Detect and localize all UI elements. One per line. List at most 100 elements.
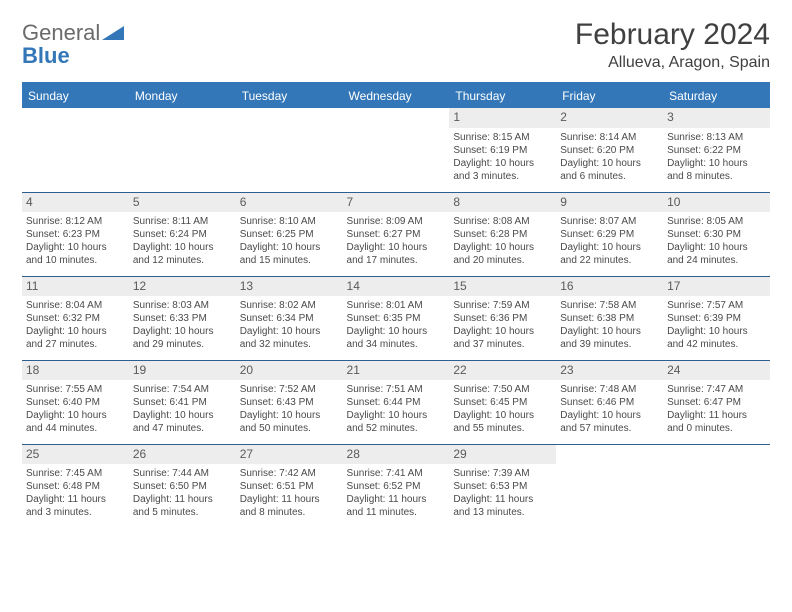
- sunset-text: Sunset: 6:44 PM: [347, 396, 446, 409]
- calendar-cell: 17Sunrise: 7:57 AMSunset: 6:39 PMDayligh…: [663, 276, 770, 360]
- sunset-text: Sunset: 6:43 PM: [240, 396, 339, 409]
- sunset-text: Sunset: 6:36 PM: [453, 312, 552, 325]
- day-number: 3: [663, 108, 770, 128]
- sunrise-text: Sunrise: 8:08 AM: [453, 215, 552, 228]
- calendar-row: 1Sunrise: 8:15 AMSunset: 6:19 PMDaylight…: [22, 108, 770, 192]
- day-header: Wednesday: [343, 83, 450, 108]
- daylight-text: Daylight: 10 hours and 50 minutes.: [240, 409, 339, 435]
- daylight-text: Daylight: 11 hours and 0 minutes.: [667, 409, 766, 435]
- calendar-cell: [343, 108, 450, 192]
- sunset-text: Sunset: 6:48 PM: [26, 480, 125, 493]
- calendar-table: Sunday Monday Tuesday Wednesday Thursday…: [22, 82, 770, 528]
- logo-text-general: General: [22, 20, 100, 45]
- sunrise-text: Sunrise: 7:39 AM: [453, 467, 552, 480]
- calendar-row: 25Sunrise: 7:45 AMSunset: 6:48 PMDayligh…: [22, 444, 770, 528]
- day-number: 26: [129, 445, 236, 465]
- calendar-cell: 12Sunrise: 8:03 AMSunset: 6:33 PMDayligh…: [129, 276, 236, 360]
- daylight-text: Daylight: 10 hours and 22 minutes.: [560, 241, 659, 267]
- daylight-text: Daylight: 10 hours and 55 minutes.: [453, 409, 552, 435]
- daylight-text: Daylight: 11 hours and 8 minutes.: [240, 493, 339, 519]
- calendar-cell: 26Sunrise: 7:44 AMSunset: 6:50 PMDayligh…: [129, 444, 236, 528]
- day-header: Monday: [129, 83, 236, 108]
- day-header: Tuesday: [236, 83, 343, 108]
- sunrise-text: Sunrise: 8:03 AM: [133, 299, 232, 312]
- day-header: Friday: [556, 83, 663, 108]
- calendar-cell: 10Sunrise: 8:05 AMSunset: 6:30 PMDayligh…: [663, 192, 770, 276]
- calendar-row: 4Sunrise: 8:12 AMSunset: 6:23 PMDaylight…: [22, 192, 770, 276]
- daylight-text: Daylight: 10 hours and 32 minutes.: [240, 325, 339, 351]
- sunset-text: Sunset: 6:35 PM: [347, 312, 446, 325]
- day-number: 22: [449, 361, 556, 381]
- daylight-text: Daylight: 10 hours and 42 minutes.: [667, 325, 766, 351]
- sunrise-text: Sunrise: 8:10 AM: [240, 215, 339, 228]
- day-number: 23: [556, 361, 663, 381]
- sunrise-text: Sunrise: 7:44 AM: [133, 467, 232, 480]
- sunset-text: Sunset: 6:39 PM: [667, 312, 766, 325]
- sunrise-text: Sunrise: 8:13 AM: [667, 131, 766, 144]
- sunset-text: Sunset: 6:46 PM: [560, 396, 659, 409]
- sunset-text: Sunset: 6:52 PM: [347, 480, 446, 493]
- sunset-text: Sunset: 6:20 PM: [560, 144, 659, 157]
- day-number: 10: [663, 193, 770, 213]
- sunset-text: Sunset: 6:40 PM: [26, 396, 125, 409]
- calendar-cell: 9Sunrise: 8:07 AMSunset: 6:29 PMDaylight…: [556, 192, 663, 276]
- sunset-text: Sunset: 6:47 PM: [667, 396, 766, 409]
- logo-text-blue: Blue: [22, 43, 70, 68]
- calendar-cell: 15Sunrise: 7:59 AMSunset: 6:36 PMDayligh…: [449, 276, 556, 360]
- calendar-row: 18Sunrise: 7:55 AMSunset: 6:40 PMDayligh…: [22, 360, 770, 444]
- day-number: 7: [343, 193, 450, 213]
- sunset-text: Sunset: 6:38 PM: [560, 312, 659, 325]
- logo: General Blue: [22, 22, 124, 68]
- day-header-row: Sunday Monday Tuesday Wednesday Thursday…: [22, 83, 770, 108]
- daylight-text: Daylight: 11 hours and 13 minutes.: [453, 493, 552, 519]
- month-title: February 2024: [575, 18, 770, 52]
- calendar-cell: 3 Sunrise: 8:13 AMSunset: 6:22 PMDaylight…: [663, 108, 770, 192]
- daylight-text: Daylight: 10 hours and 24 minutes.: [667, 241, 766, 267]
- daylight-text: Daylight: 10 hours and 29 minutes.: [133, 325, 232, 351]
- calendar-row: 11Sunrise: 8:04 AMSunset: 6:32 PMDayligh…: [22, 276, 770, 360]
- calendar-cell: 13Sunrise: 8:02 AMSunset: 6:34 PMDayligh…: [236, 276, 343, 360]
- sunrise-text: Sunrise: 7:48 AM: [560, 383, 659, 396]
- day-number: 2: [556, 108, 663, 128]
- sunrise-text: Sunrise: 8:01 AM: [347, 299, 446, 312]
- daylight-text: Daylight: 10 hours and 52 minutes.: [347, 409, 446, 435]
- day-number: 21: [343, 361, 450, 381]
- calendar-cell: 21Sunrise: 7:51 AMSunset: 6:44 PMDayligh…: [343, 360, 450, 444]
- sunset-text: Sunset: 6:33 PM: [133, 312, 232, 325]
- calendar-cell: 18Sunrise: 7:55 AMSunset: 6:40 PMDayligh…: [22, 360, 129, 444]
- daylight-text: Daylight: 10 hours and 8 minutes.: [667, 157, 766, 183]
- calendar-cell: 25Sunrise: 7:45 AMSunset: 6:48 PMDayligh…: [22, 444, 129, 528]
- day-number: 19: [129, 361, 236, 381]
- sunrise-text: Sunrise: 8:07 AM: [560, 215, 659, 228]
- day-number: 15: [449, 277, 556, 297]
- sunset-text: Sunset: 6:23 PM: [26, 228, 125, 241]
- sunrise-text: Sunrise: 7:47 AM: [667, 383, 766, 396]
- daylight-text: Daylight: 10 hours and 3 minutes.: [453, 157, 552, 183]
- daylight-text: Daylight: 11 hours and 3 minutes.: [26, 493, 125, 519]
- calendar-cell: 27Sunrise: 7:42 AMSunset: 6:51 PMDayligh…: [236, 444, 343, 528]
- sunrise-text: Sunrise: 8:14 AM: [560, 131, 659, 144]
- daylight-text: Daylight: 10 hours and 10 minutes.: [26, 241, 125, 267]
- sunset-text: Sunset: 6:51 PM: [240, 480, 339, 493]
- day-number: 28: [343, 445, 450, 465]
- sunrise-text: Sunrise: 8:02 AM: [240, 299, 339, 312]
- calendar-cell: 16Sunrise: 7:58 AMSunset: 6:38 PMDayligh…: [556, 276, 663, 360]
- sunset-text: Sunset: 6:22 PM: [667, 144, 766, 157]
- sunrise-text: Sunrise: 8:09 AM: [347, 215, 446, 228]
- calendar-cell: [663, 444, 770, 528]
- sunrise-text: Sunrise: 8:12 AM: [26, 215, 125, 228]
- calendar-cell: 19Sunrise: 7:54 AMSunset: 6:41 PMDayligh…: [129, 360, 236, 444]
- daylight-text: Daylight: 10 hours and 12 minutes.: [133, 241, 232, 267]
- daylight-text: Daylight: 10 hours and 20 minutes.: [453, 241, 552, 267]
- sunset-text: Sunset: 6:30 PM: [667, 228, 766, 241]
- sunrise-text: Sunrise: 7:45 AM: [26, 467, 125, 480]
- daylight-text: Daylight: 10 hours and 34 minutes.: [347, 325, 446, 351]
- sunrise-text: Sunrise: 7:54 AM: [133, 383, 232, 396]
- logo-triangle-icon: [102, 26, 124, 40]
- sunset-text: Sunset: 6:19 PM: [453, 144, 552, 157]
- calendar-cell: [129, 108, 236, 192]
- sunset-text: Sunset: 6:27 PM: [347, 228, 446, 241]
- sunrise-text: Sunrise: 7:59 AM: [453, 299, 552, 312]
- sunset-text: Sunset: 6:32 PM: [26, 312, 125, 325]
- calendar-cell: 22Sunrise: 7:50 AMSunset: 6:45 PMDayligh…: [449, 360, 556, 444]
